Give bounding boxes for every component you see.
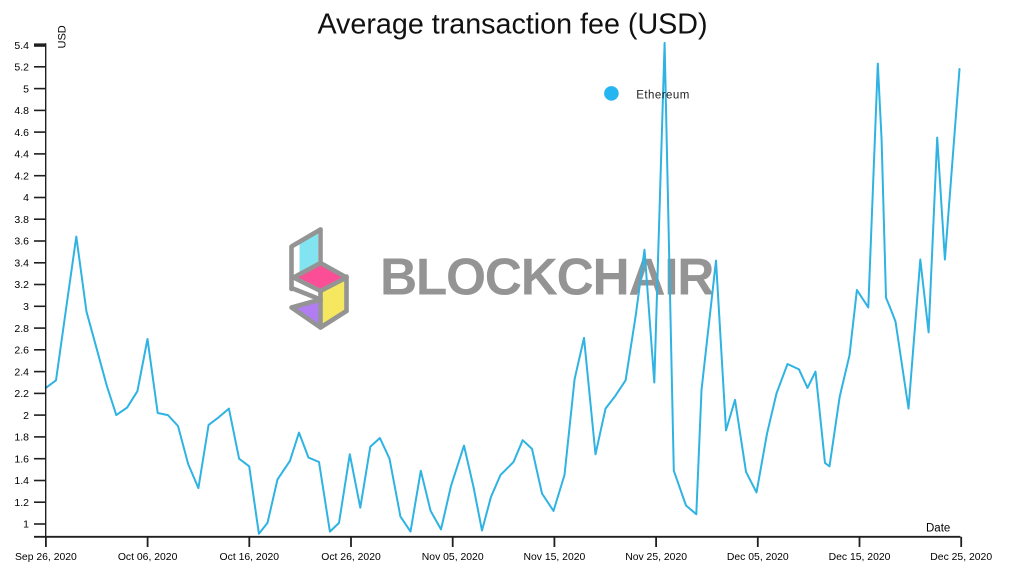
svg-text:Dec 05, 2020: Dec 05, 2020: [727, 552, 789, 563]
svg-text:4: 4: [23, 192, 29, 204]
svg-text:4.6: 4.6: [14, 127, 29, 139]
svg-text:Oct 26, 2020: Oct 26, 2020: [321, 552, 381, 563]
svg-text:4.8: 4.8: [14, 105, 29, 117]
svg-text:1.2: 1.2: [14, 497, 29, 509]
svg-text:2.8: 2.8: [14, 323, 29, 335]
svg-text:2.4: 2.4: [14, 366, 29, 378]
svg-text:BLOCKCHAIR: BLOCKCHAIR: [380, 248, 714, 306]
svg-text:Date: Date: [926, 523, 950, 535]
svg-text:Average transaction fee (USD): Average transaction fee (USD): [317, 8, 707, 40]
svg-text:Oct 16, 2020: Oct 16, 2020: [220, 552, 280, 563]
svg-text:Oct 06, 2020: Oct 06, 2020: [118, 552, 178, 563]
svg-text:USD: USD: [57, 25, 69, 48]
svg-text:1: 1: [23, 519, 29, 531]
svg-text:3.8: 3.8: [14, 214, 29, 226]
svg-text:Dec 25, 2020: Dec 25, 2020: [930, 552, 992, 563]
svg-text:2.6: 2.6: [14, 345, 29, 357]
svg-text:5.4: 5.4: [14, 40, 29, 52]
svg-text:2: 2: [23, 410, 29, 422]
svg-text:Nov 25, 2020: Nov 25, 2020: [625, 552, 687, 563]
svg-text:3.2: 3.2: [14, 279, 29, 291]
svg-text:1.8: 1.8: [14, 432, 29, 444]
svg-text:4.2: 4.2: [14, 170, 29, 182]
svg-text:Sep 26, 2020: Sep 26, 2020: [15, 552, 77, 563]
svg-text:3.4: 3.4: [14, 258, 29, 270]
svg-text:5: 5: [23, 83, 29, 95]
svg-text:2.2: 2.2: [14, 388, 29, 400]
svg-text:5.2: 5.2: [14, 62, 29, 74]
svg-text:Ethereum: Ethereum: [636, 89, 689, 101]
svg-text:Dec 15, 2020: Dec 15, 2020: [829, 552, 891, 563]
svg-text:Nov 05, 2020: Nov 05, 2020: [422, 552, 484, 563]
svg-text:3.6: 3.6: [14, 236, 29, 248]
svg-text:1.6: 1.6: [14, 453, 29, 465]
svg-text:1.4: 1.4: [14, 475, 29, 487]
svg-text:Nov 15, 2020: Nov 15, 2020: [523, 552, 585, 563]
svg-text:3: 3: [23, 301, 29, 313]
svg-text:4.4: 4.4: [14, 149, 29, 161]
